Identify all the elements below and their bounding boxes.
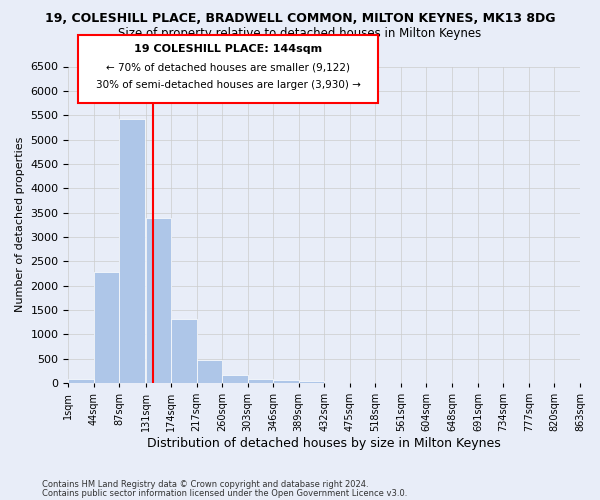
Text: Contains public sector information licensed under the Open Government Licence v3: Contains public sector information licen… [42, 488, 407, 498]
Bar [273, 380, 299, 383]
Text: Size of property relative to detached houses in Milton Keynes: Size of property relative to detached ho… [118, 28, 482, 40]
X-axis label: Distribution of detached houses by size in Milton Keynes: Distribution of detached houses by size … [148, 437, 501, 450]
Text: Contains HM Land Registry data © Crown copyright and database right 2024.: Contains HM Land Registry data © Crown c… [42, 480, 368, 489]
Y-axis label: Number of detached properties: Number of detached properties [15, 137, 25, 312]
Text: 30% of semi-detached houses are larger (3,930) →: 30% of semi-detached houses are larger (… [95, 80, 361, 90]
Bar [299, 380, 324, 383]
Bar [171, 319, 197, 383]
Bar [68, 380, 94, 383]
Bar [248, 379, 273, 383]
Bar [94, 272, 119, 383]
Text: ← 70% of detached houses are smaller (9,122): ← 70% of detached houses are smaller (9,… [106, 62, 350, 72]
Bar [146, 218, 171, 383]
Bar [197, 360, 222, 383]
Bar [119, 118, 145, 383]
Text: 19, COLESHILL PLACE, BRADWELL COMMON, MILTON KEYNES, MK13 8DG: 19, COLESHILL PLACE, BRADWELL COMMON, MI… [45, 12, 555, 26]
Text: 19 COLESHILL PLACE: 144sqm: 19 COLESHILL PLACE: 144sqm [134, 44, 322, 54]
Bar [222, 375, 248, 383]
